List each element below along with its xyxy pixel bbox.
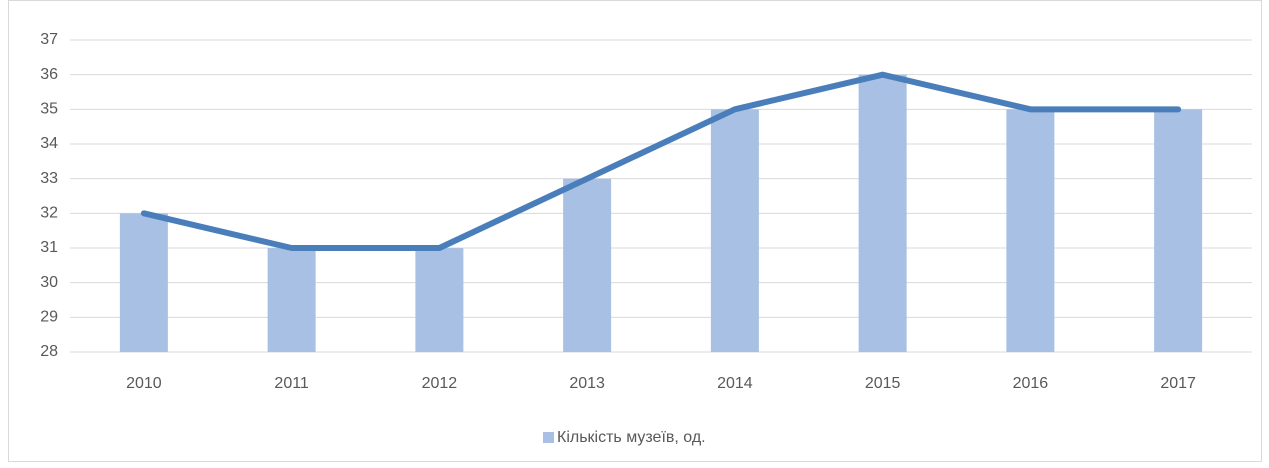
y-tick-label: 31 <box>40 239 58 256</box>
x-tick-label: 2013 <box>569 375 605 392</box>
legend-swatch <box>543 432 554 443</box>
bar <box>1154 109 1203 352</box>
y-tick-label: 32 <box>40 205 58 222</box>
y-tick-label: 37 <box>40 31 58 48</box>
bar <box>267 248 316 352</box>
y-tick-label: 35 <box>40 101 58 118</box>
x-tick-label: 2017 <box>1160 375 1196 392</box>
bar <box>858 74 907 353</box>
bar <box>1006 109 1055 352</box>
x-tick-label: 2011 <box>274 375 309 392</box>
y-tick-label: 33 <box>40 170 58 187</box>
chart-frame <box>8 0 1262 462</box>
x-tick-label: 2012 <box>422 375 458 392</box>
bar <box>119 213 168 352</box>
y-tick-label: 30 <box>40 274 58 291</box>
y-tick-label: 29 <box>40 309 58 326</box>
bar <box>415 248 464 352</box>
line <box>140 71 1182 251</box>
bar <box>563 178 612 352</box>
y-tick-label: 28 <box>40 343 58 360</box>
x-tick-label: 2010 <box>126 375 162 392</box>
legend-label: Кількість музеїв, од. <box>557 429 706 446</box>
x-tick-label: 2014 <box>717 375 753 392</box>
x-tick-label: 2015 <box>865 375 901 392</box>
x-tick-label: 2016 <box>1013 375 1049 392</box>
y-tick-label: 34 <box>40 135 58 152</box>
y-tick-label: 36 <box>40 66 58 83</box>
bar <box>710 109 759 352</box>
